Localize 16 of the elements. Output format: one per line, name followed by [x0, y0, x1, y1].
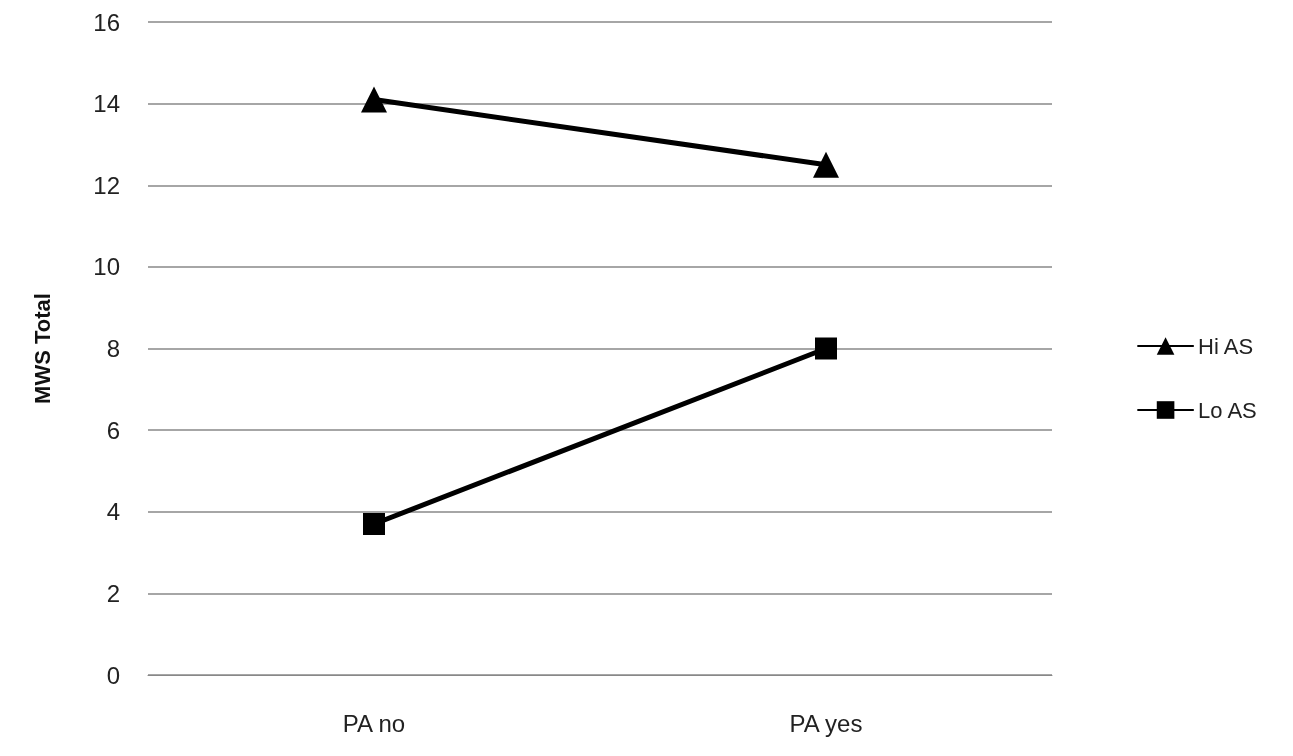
y-tick-label: 0 [106, 661, 120, 689]
y-tick-label: 14 [93, 90, 120, 118]
y-tick-label: 4 [106, 498, 120, 526]
x-tick-label: PA yes [789, 709, 863, 737]
y-tick-label: 16 [93, 8, 120, 36]
y-tick-label: 12 [93, 171, 120, 199]
point [815, 337, 837, 360]
y-tick-label: 2 [106, 579, 120, 607]
y-tick-label: 10 [93, 253, 120, 281]
legend-label: Hi AS [1198, 333, 1254, 359]
x-tick-label: PA no [342, 709, 406, 737]
point [363, 512, 385, 535]
y-tick-label: 6 [106, 416, 120, 444]
legend-label: Lo AS [1198, 397, 1257, 423]
y-tick-label: 8 [106, 335, 120, 362]
y-axis-title: MWS Total [29, 293, 55, 404]
